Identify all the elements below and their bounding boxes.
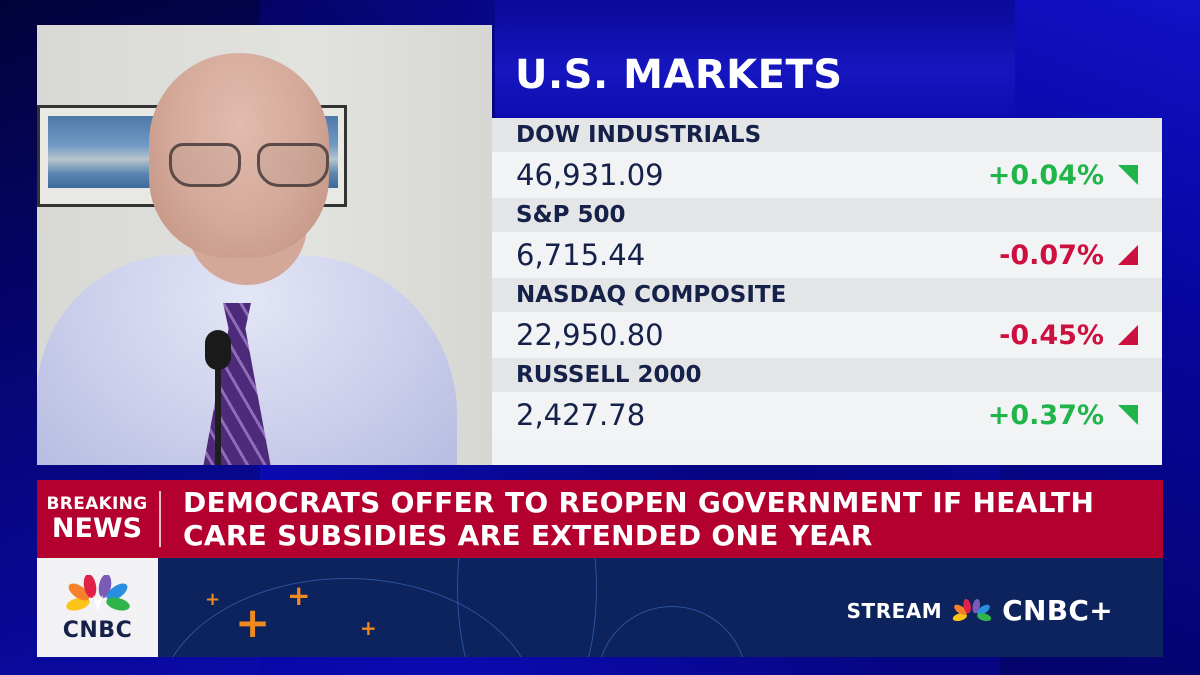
market-index-dow: DOW INDUSTRIALS 46,931.09 +0.04% — [492, 118, 1162, 198]
guest-glasses — [169, 143, 329, 189]
lens-right — [257, 143, 329, 187]
index-change: +0.04% — [988, 160, 1138, 191]
plus-icon: + — [205, 589, 221, 610]
index-name: RUSSELL 2000 — [492, 358, 1162, 392]
index-value-row: 6,715.44 -0.07% — [492, 232, 1162, 278]
index-change-percent: +0.37% — [987, 399, 1104, 431]
index-value: 6,715.44 — [516, 238, 646, 272]
index-change: -0.07% — [999, 240, 1138, 271]
guest-video-feed — [37, 25, 492, 465]
index-change-percent: +0.04% — [987, 159, 1104, 191]
markets-panel: DOW INDUSTRIALS 46,931.09 +0.04% S&P 500… — [492, 118, 1162, 465]
stream-label: STREAM — [846, 598, 943, 623]
index-value: 22,950.80 — [516, 318, 664, 352]
index-name: NASDAQ COMPOSITE — [492, 278, 1162, 312]
index-value: 2,427.78 — [516, 398, 646, 432]
nbc-peacock-icon — [952, 598, 992, 621]
down-arrow-icon — [1118, 325, 1138, 345]
index-change-percent: -0.07% — [999, 239, 1104, 271]
decorative-curve — [457, 558, 597, 657]
background-facet — [495, 0, 1015, 118]
index-change: -0.45% — [999, 320, 1138, 351]
down-arrow-icon — [1118, 245, 1138, 265]
market-index-russell: RUSSELL 2000 2,427.78 +0.37% — [492, 358, 1162, 438]
index-value: 46,931.09 — [516, 158, 664, 192]
microphone-stand — [215, 365, 221, 465]
headline-line2: CARE SUBSIDIES ARE EXTENDED ONE YEAR — [183, 519, 873, 552]
cnbc-plus-brand: CNBC+ — [1002, 594, 1113, 627]
cnbc-logo: CNBC — [37, 558, 158, 657]
plus-icon: + — [360, 616, 377, 640]
index-value-row: 22,950.80 -0.45% — [492, 312, 1162, 358]
nbc-peacock-icon — [66, 575, 130, 611]
markets-title: U.S. MARKETS — [515, 52, 843, 98]
up-arrow-icon — [1118, 165, 1138, 185]
headline-line1: DEMOCRATS OFFER TO REOPEN GOVERNMENT IF … — [183, 486, 1095, 519]
microphone-icon — [205, 330, 231, 370]
index-name: S&P 500 — [492, 198, 1162, 232]
index-value-row: 2,427.78 +0.37% — [492, 392, 1162, 438]
market-index-nasdaq: NASDAQ COMPOSITE 22,950.80 -0.45% — [492, 278, 1162, 358]
lens-left — [169, 143, 241, 187]
headline: DEMOCRATS OFFER TO REOPEN GOVERNMENT IF … — [183, 486, 1094, 552]
bottom-strip: + + + + CNBC STREAM CNBC+ — [37, 558, 1163, 657]
stream-promo: STREAM CNBC+ — [847, 594, 1113, 627]
decorative-curve — [597, 606, 747, 657]
index-change-percent: -0.45% — [999, 319, 1104, 351]
divider — [159, 491, 161, 547]
cnbc-logo-text: CNBC — [62, 618, 133, 643]
breaking-news-label: BREAKING NEWS — [37, 494, 157, 544]
market-index-sp500: S&P 500 6,715.44 -0.07% — [492, 198, 1162, 278]
breaking-label-line1: BREAKING — [46, 494, 148, 514]
breaking-label-line2: NEWS — [51, 513, 143, 544]
index-value-row: 46,931.09 +0.04% — [492, 152, 1162, 198]
index-change: +0.37% — [988, 400, 1138, 431]
index-name: DOW INDUSTRIALS — [492, 118, 1162, 152]
breaking-news-banner: BREAKING NEWS DEMOCRATS OFFER TO REOPEN … — [37, 480, 1163, 558]
plus-icon: + — [235, 598, 271, 647]
plus-icon: + — [287, 579, 311, 612]
up-arrow-icon — [1118, 405, 1138, 425]
